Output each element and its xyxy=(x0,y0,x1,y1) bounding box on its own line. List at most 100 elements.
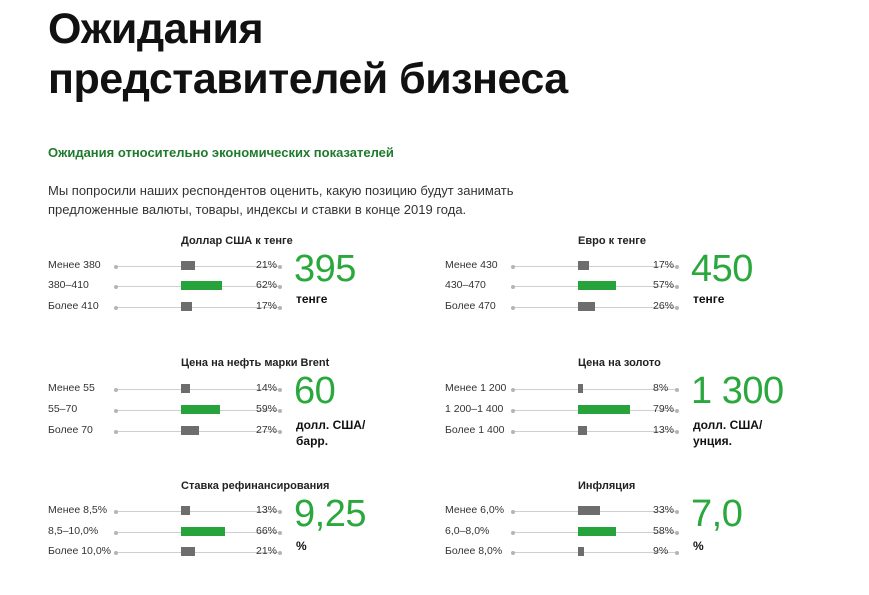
share-bar xyxy=(181,506,190,515)
range-label: Менее 8,5% xyxy=(48,504,108,516)
share-bar xyxy=(578,281,616,290)
unit-line: барр. xyxy=(296,434,329,448)
unit-label: % xyxy=(693,538,803,554)
range-label: Менее 55 xyxy=(48,382,95,394)
unit-label: долл. США/ барр. xyxy=(296,417,406,449)
range-line xyxy=(511,387,679,392)
range-row: 1 200–1 400 79% xyxy=(445,403,685,417)
range-label: Более 410 xyxy=(48,300,99,312)
range-label: Более 8,0% xyxy=(445,545,503,557)
share-percent: 59% xyxy=(256,403,278,415)
range-label: Более 10,0% xyxy=(48,545,111,557)
range-line xyxy=(114,509,282,514)
range-label: 1 200–1 400 xyxy=(445,403,504,415)
range-label: Более 1 400 xyxy=(445,424,505,436)
expected-value: 60 xyxy=(294,370,336,412)
indicator-title: Инфляция xyxy=(578,480,636,492)
range-row: Более 410 17% xyxy=(48,300,288,314)
share-bar xyxy=(181,384,190,393)
indicator-gold: Цена на золото Менее 1 200 8% 1 200–1 40… xyxy=(445,357,825,472)
share-bar xyxy=(181,281,222,290)
unit-label: тенге xyxy=(693,291,803,307)
share-bar xyxy=(578,527,616,536)
expected-value: 1 300 xyxy=(691,370,784,412)
range-row: Более 8,0% 9% xyxy=(445,545,685,559)
expected-value: 450 xyxy=(691,248,753,290)
unit-line: долл. США/ xyxy=(296,418,366,432)
share-percent: 21% xyxy=(256,259,278,271)
intro-line: предложенные валюты, товары, индексы и с… xyxy=(48,202,467,217)
unit-line: % xyxy=(693,539,704,553)
range-label: 380–410 xyxy=(48,279,89,291)
share-bar xyxy=(578,384,583,393)
share-percent: 9% xyxy=(653,545,669,557)
share-percent: 26% xyxy=(653,300,675,312)
range-line xyxy=(114,264,282,269)
range-label: Более 470 xyxy=(445,300,496,312)
range-row: 8,5–10,0% 66% xyxy=(48,525,288,539)
indicator-title: Цена на золото xyxy=(578,357,661,369)
range-label: Менее 1 200 xyxy=(445,382,507,394)
unit-line: % xyxy=(296,539,307,553)
share-bar xyxy=(578,261,589,270)
range-label: 8,5–10,0% xyxy=(48,525,99,537)
range-row: 430–470 57% xyxy=(445,279,685,293)
intro-line: Мы попросили наших респондентов оценить,… xyxy=(48,183,514,198)
range-label: Менее 6,0% xyxy=(445,504,505,516)
range-label: 6,0–8,0% xyxy=(445,525,490,537)
range-row: 55–70 59% xyxy=(48,403,288,417)
range-label: 430–470 xyxy=(445,279,486,291)
share-bar xyxy=(578,405,630,414)
indicator-inflation: Инфляция Менее 6,0% 33% 6,0–8,0% 58% Бол… xyxy=(445,480,825,595)
range-line xyxy=(511,305,679,310)
share-percent: 13% xyxy=(653,424,675,436)
share-bar xyxy=(181,547,195,556)
share-percent: 17% xyxy=(256,300,278,312)
range-label: 55–70 xyxy=(48,403,78,415)
unit-line: унция. xyxy=(693,434,733,448)
range-row: Более 470 26% xyxy=(445,300,685,314)
share-bar xyxy=(181,527,225,536)
indicator-title: Евро к тенге xyxy=(578,235,647,247)
unit-line: долл. США/ xyxy=(693,418,763,432)
range-row: 380–410 62% xyxy=(48,279,288,293)
indicator-eur-kzt: Евро к тенге Менее 430 17% 430–470 57% Б… xyxy=(445,235,825,350)
range-row: 6,0–8,0% 58% xyxy=(445,525,685,539)
range-line xyxy=(114,305,282,310)
title-line: представителей бизнеса xyxy=(48,55,568,103)
range-row: Менее 380 21% xyxy=(48,259,288,273)
range-line xyxy=(511,550,679,555)
range-line xyxy=(114,550,282,555)
indicator-title: Ставка рефинансирования xyxy=(181,480,330,492)
share-percent: 13% xyxy=(256,504,278,516)
share-bar xyxy=(181,261,195,270)
share-percent: 79% xyxy=(653,403,675,415)
share-bar xyxy=(578,426,587,435)
page-title: Ожидания представителей бизнеса xyxy=(48,4,568,104)
share-percent: 27% xyxy=(256,424,278,436)
share-percent: 14% xyxy=(256,382,278,394)
range-line xyxy=(511,429,679,434)
range-row: Менее 6,0% 33% xyxy=(445,504,685,518)
unit-label: % xyxy=(296,538,406,554)
range-label: Менее 380 xyxy=(48,259,101,271)
share-percent: 8% xyxy=(653,382,669,394)
share-percent: 21% xyxy=(256,545,278,557)
share-percent: 62% xyxy=(256,279,278,291)
section-subtitle: Ожидания относительно экономических пока… xyxy=(48,145,394,160)
expected-value: 9,25 xyxy=(294,493,366,535)
unit-line: тенге xyxy=(296,292,328,306)
share-percent: 17% xyxy=(653,259,675,271)
unit-label: долл. США/ унция. xyxy=(693,417,803,449)
range-row: Более 10,0% 21% xyxy=(48,545,288,559)
range-row: Менее 55 14% xyxy=(48,382,288,396)
share-percent: 66% xyxy=(256,525,278,537)
share-percent: 58% xyxy=(653,525,675,537)
share-bar xyxy=(578,302,595,311)
intro-text: Мы попросили наших респондентов оценить,… xyxy=(48,181,548,219)
indicator-refinancing-rate: Ставка рефинансирования Менее 8,5% 13% 8… xyxy=(48,480,428,595)
range-row: Более 70 27% xyxy=(48,424,288,438)
indicator-title: Цена на нефть марки Brent xyxy=(181,357,330,369)
share-bar xyxy=(181,405,220,414)
expected-value: 7,0 xyxy=(691,493,743,535)
